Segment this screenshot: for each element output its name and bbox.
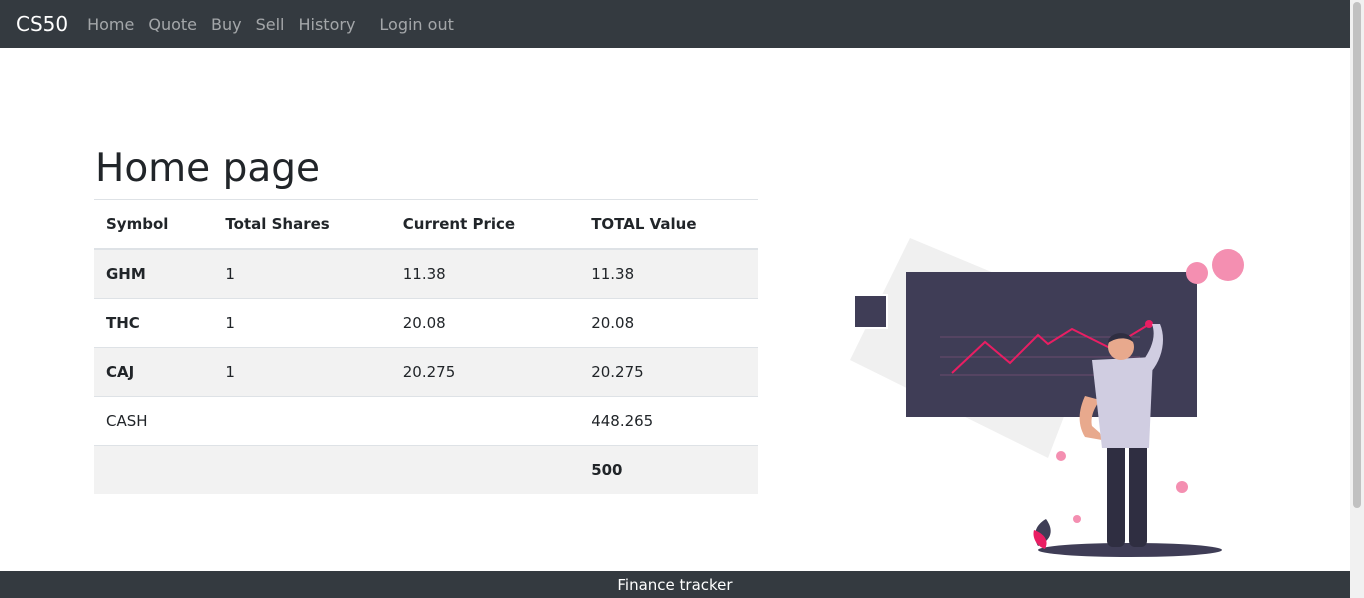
cell-value: 20.08	[579, 298, 758, 348]
empty-cell	[213, 396, 391, 446]
total-value: 500	[579, 445, 758, 494]
empty-cell	[94, 445, 214, 494]
pink-circle	[1212, 249, 1244, 281]
cell-price: 20.275	[390, 347, 580, 397]
header-total-value: TOTAL Value	[579, 199, 758, 250]
nav-sell-link[interactable]: Sell	[255, 14, 285, 34]
nav-quote-link[interactable]: Quote	[148, 14, 197, 34]
pink-dot	[1056, 451, 1066, 461]
page-title: Home page	[95, 146, 320, 191]
total-row: 500	[94, 445, 758, 494]
cell-shares: 1	[213, 298, 391, 348]
pink-dot	[1176, 481, 1188, 493]
footer: Finance tracker	[0, 571, 1350, 598]
empty-cell	[213, 445, 391, 494]
cell-value: 11.38	[579, 248, 758, 299]
trend-line	[951, 324, 1149, 374]
empty-cell	[390, 445, 580, 494]
small-square	[853, 294, 888, 329]
table-header-row: Symbol Total Shares Current Price TOTAL …	[94, 199, 758, 250]
table-row: THC 1 20.08 20.08	[94, 298, 758, 348]
table-row: CAJ 1 20.275 20.275	[94, 347, 758, 397]
cell-price: 11.38	[390, 248, 580, 299]
person-shirt	[1092, 357, 1153, 448]
cell-value: 20.275	[579, 347, 758, 397]
cell-shares: 1	[213, 248, 391, 299]
vertical-scrollbar[interactable]	[1350, 0, 1364, 598]
header-total-shares: Total Shares	[213, 199, 391, 250]
scrollbar-thumb[interactable]	[1353, 2, 1361, 508]
header-current-price: Current Price	[390, 199, 580, 250]
person-leg	[1107, 442, 1125, 547]
leaf	[1033, 530, 1047, 549]
person-head	[1108, 334, 1134, 360]
empty-cell	[390, 396, 580, 446]
person-arm-raised	[1140, 324, 1163, 372]
portfolio-table: Symbol Total Shares Current Price TOTAL …	[94, 199, 758, 494]
pink-circle	[1186, 262, 1208, 284]
cash-row: CASH 448.265	[94, 396, 758, 446]
pink-dot	[1073, 515, 1081, 523]
cash-value: 448.265	[579, 396, 758, 446]
cell-symbol: CAJ	[94, 347, 214, 397]
cell-symbol: THC	[94, 298, 214, 348]
footer-text: Finance tracker	[617, 575, 733, 594]
person-leg	[1129, 442, 1147, 547]
table-row: GHM 1 11.38 11.38	[94, 248, 758, 299]
nav-logout-link[interactable]: Login out	[379, 14, 454, 34]
person-arm	[1079, 396, 1102, 440]
trend-point	[1145, 320, 1153, 328]
nav-buy-link[interactable]: Buy	[211, 14, 242, 34]
floor-shadow	[1038, 543, 1222, 557]
cash-label: CASH	[94, 396, 214, 446]
header-symbol: Symbol	[94, 199, 214, 250]
chart-analyst-illustration	[850, 238, 1244, 557]
cell-symbol: GHM	[94, 248, 214, 299]
nav-history-link[interactable]: History	[298, 14, 356, 34]
top-navbar: CS50 Home Quote Buy Sell History Login o…	[0, 0, 1350, 48]
cell-shares: 1	[213, 347, 391, 397]
brand-link[interactable]: CS50	[16, 12, 69, 36]
cell-price: 20.08	[390, 298, 580, 348]
nav-home-link[interactable]: Home	[87, 14, 135, 34]
person-hair	[1108, 333, 1133, 343]
